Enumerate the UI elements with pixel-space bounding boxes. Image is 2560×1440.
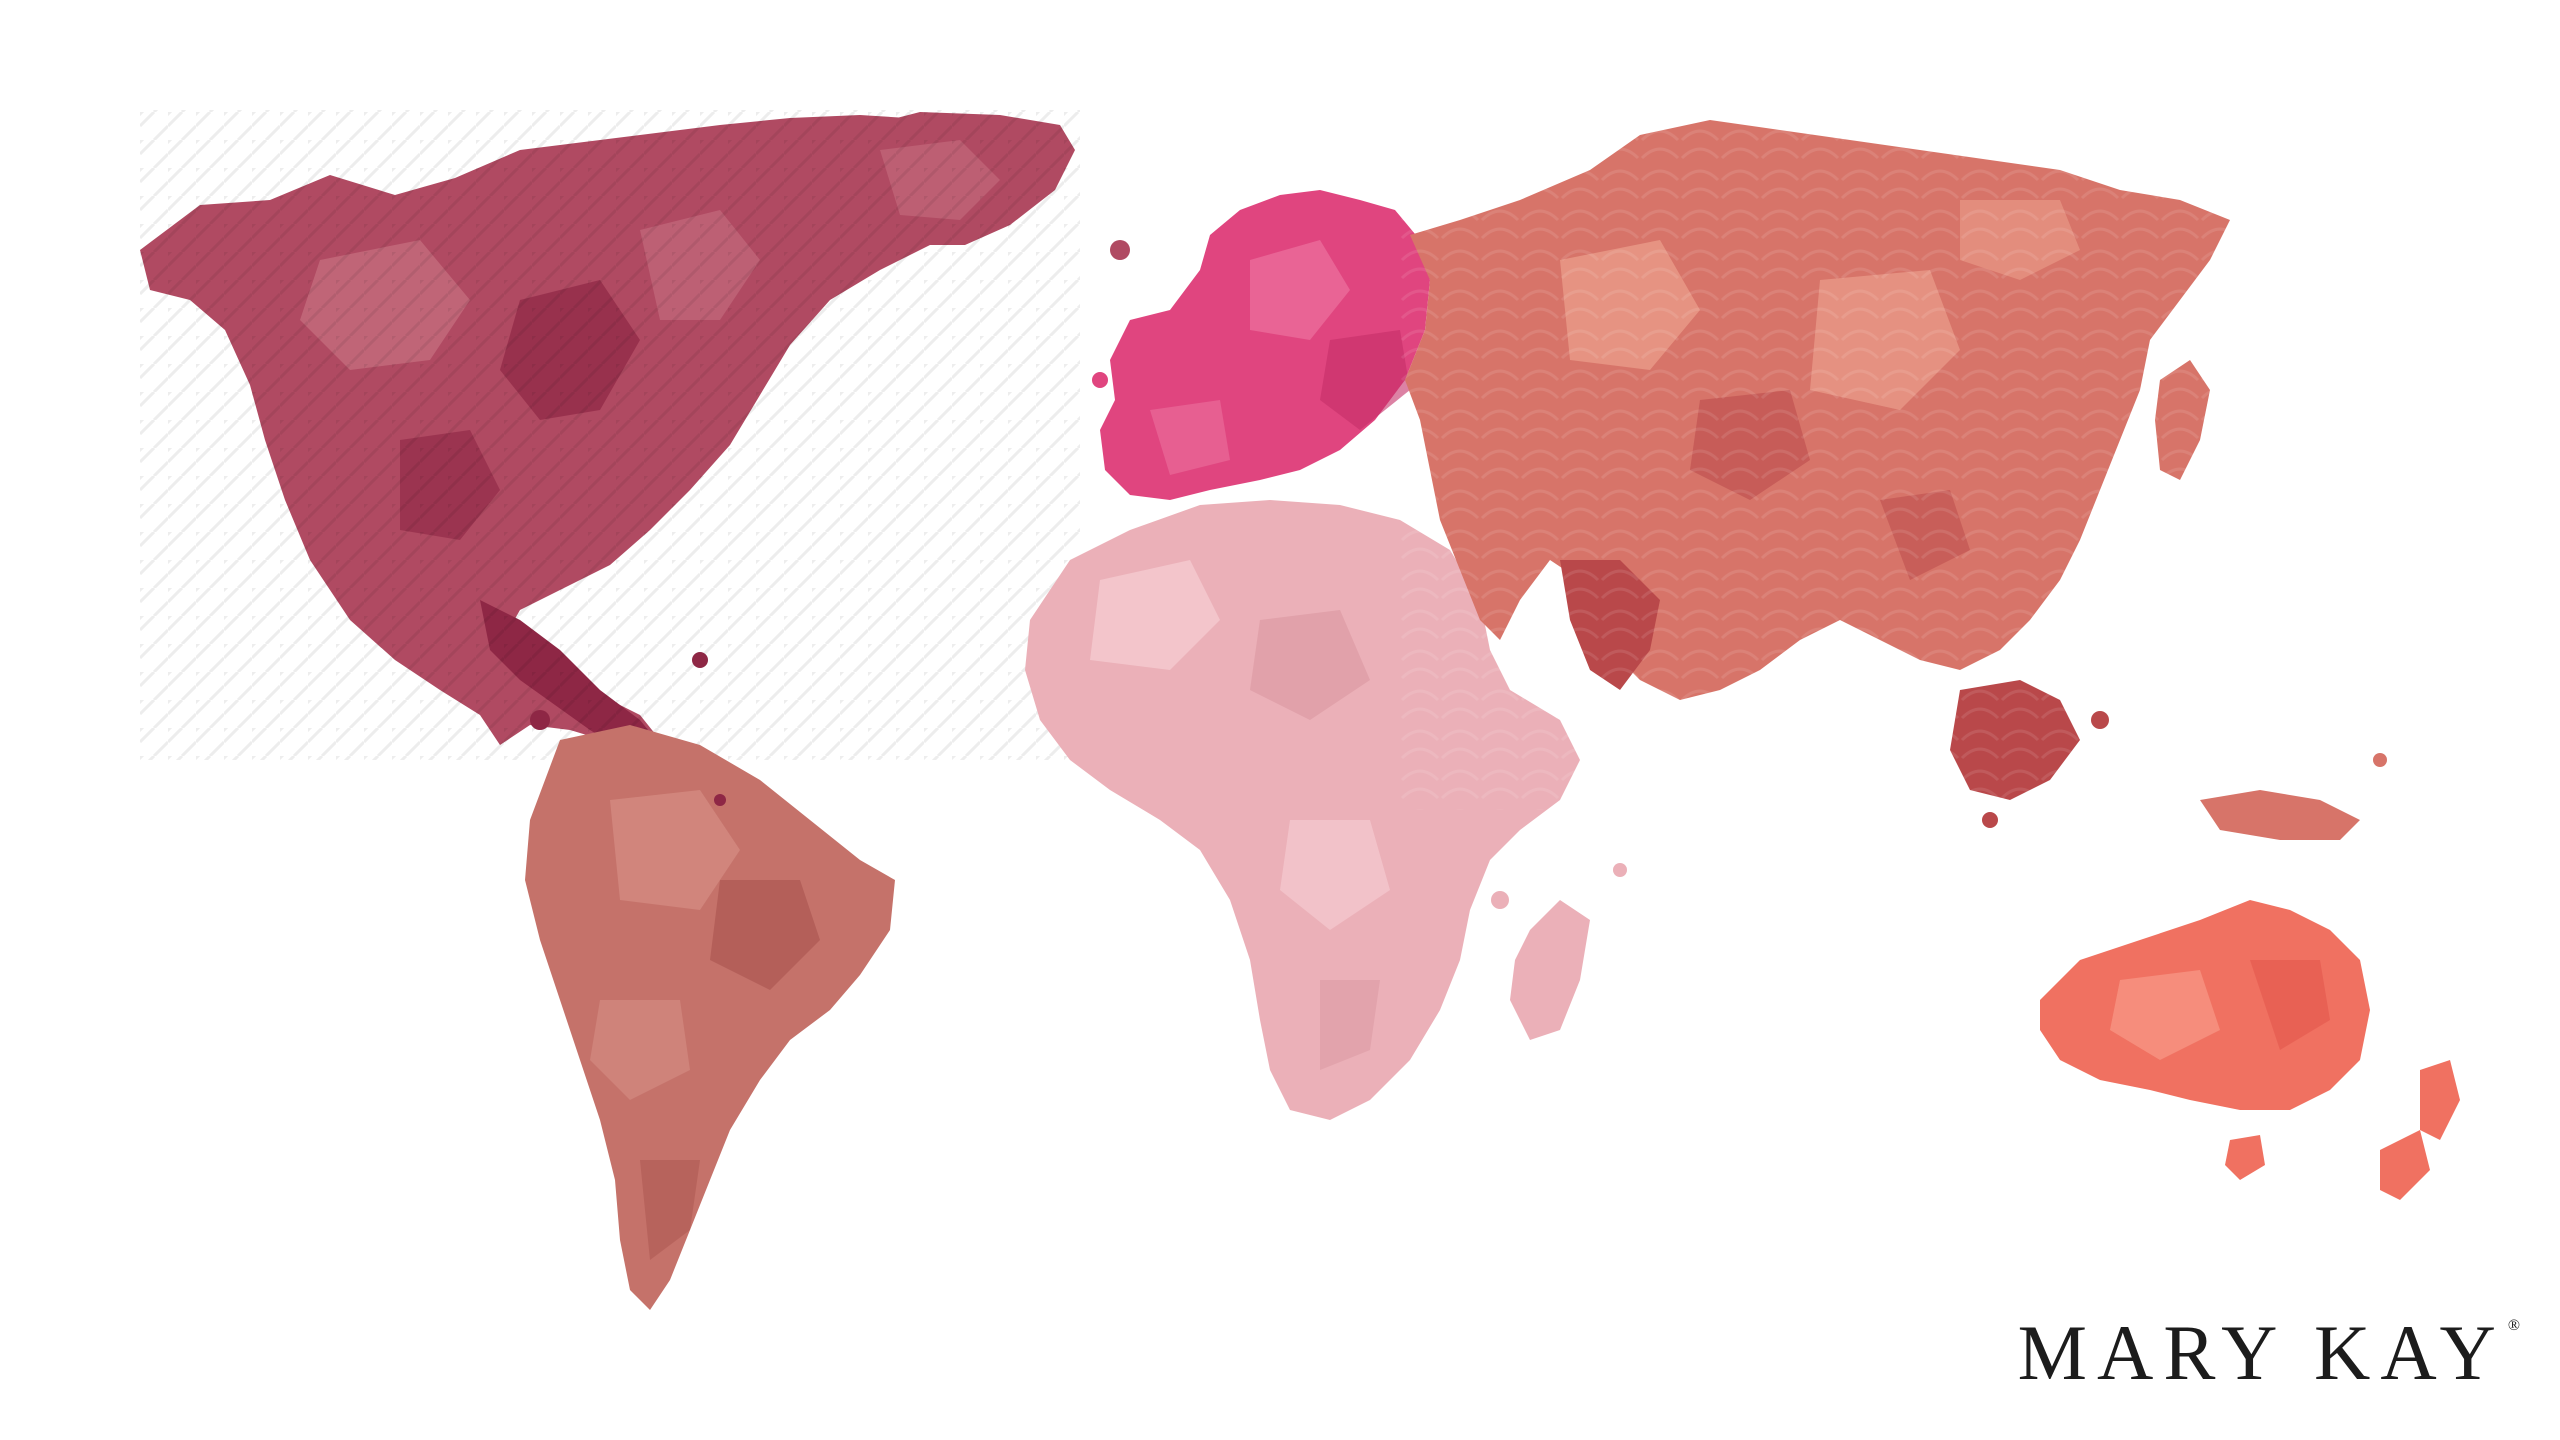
trademark-symbol: ® xyxy=(2507,1317,2520,1334)
continent-south-america xyxy=(525,725,895,1310)
new-zealand-north-shape xyxy=(2420,1060,2460,1140)
madagascar-shape xyxy=(1510,900,1590,1040)
powder-crumbs xyxy=(530,240,2387,909)
brand-name: MARY KAY xyxy=(2017,1309,2506,1396)
new-guinea-shape xyxy=(2200,790,2360,840)
continent-europe xyxy=(1100,190,1430,500)
tasmania-shape xyxy=(2225,1135,2265,1180)
continent-australia xyxy=(2040,790,2460,1200)
continent-north-america xyxy=(140,110,1080,760)
brand-logo: MARY KAY ® xyxy=(2018,1314,2520,1392)
new-zealand-south-shape xyxy=(2380,1130,2430,1200)
continent-asia xyxy=(1400,110,2240,810)
